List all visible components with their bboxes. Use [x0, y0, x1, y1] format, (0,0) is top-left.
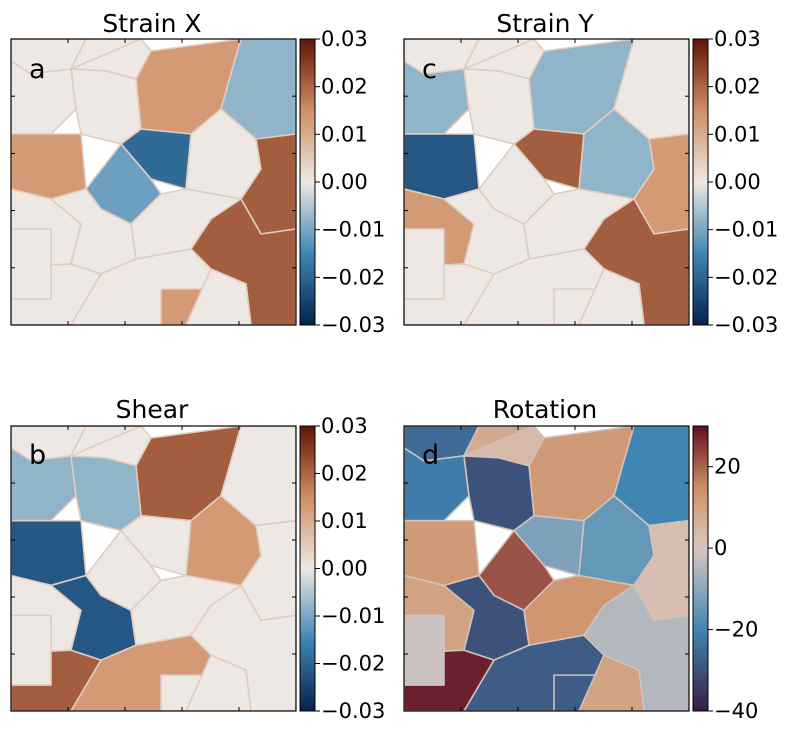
grain: [11, 228, 52, 300]
grain: [185, 268, 252, 325]
grain: [11, 614, 52, 686]
plot-frame: [10, 38, 297, 326]
grain: [11, 519, 87, 587]
panel-title: Rotation: [493, 395, 598, 424]
colorbar-tick-label: −0.01: [714, 218, 778, 242]
grain: [463, 455, 535, 532]
colorbar-tick-label: 0: [714, 536, 727, 560]
panel-strain-y: Strain Y c 0.03 0.02 0.01 0.00 −0.01 −0.02 −0.…: [403, 9, 778, 337]
colorbar-tick-label: 0.03: [714, 27, 761, 51]
grain: [404, 614, 445, 686]
panel-letter: c: [422, 54, 437, 85]
grain: [404, 519, 480, 587]
colorbar-tick-label: −0.03: [714, 313, 778, 337]
panel-title: Shear: [116, 395, 189, 424]
grain: [578, 654, 645, 711]
colorbar-tick-label: 0.02: [321, 462, 368, 486]
grain: [120, 128, 192, 190]
panel-strain-x: Strain X a 0.03 0.02 0.01 0.00 −0.01 −0.02 −0.…: [10, 9, 385, 337]
heatmap-area: [11, 426, 296, 711]
colorbar-tick-label: −0.02: [321, 265, 385, 289]
colorbar-tick-label: 20: [714, 455, 741, 479]
colorbar-tick-label: 0.00: [714, 170, 761, 194]
colorbar-tick-label: −40: [714, 699, 758, 723]
colorbar-tick-label: −0.02: [321, 652, 385, 676]
panel-letter: a: [29, 54, 46, 85]
colorbar-tick-label: −0.01: [321, 604, 385, 628]
grain: [11, 133, 87, 200]
colorbar-tick-label: −0.03: [321, 699, 385, 723]
grain: [578, 268, 645, 325]
heatmap-area: [404, 39, 689, 325]
colorbar-tick-label: −0.02: [714, 265, 778, 289]
colorbar: [692, 425, 709, 712]
plot-frame: [403, 425, 690, 712]
heatmap-area: [11, 39, 296, 325]
colorbar-tick-label: 0.01: [321, 122, 368, 146]
colorbar: [299, 38, 316, 326]
colorbar: [692, 38, 709, 326]
panel-title: Strain Y: [496, 9, 594, 38]
panel-rotation: Rotation d 20 0 −20 −40: [403, 395, 758, 723]
colorbar-tick-label: 0.03: [321, 27, 368, 51]
grain: [185, 654, 252, 711]
heatmap-area: [404, 426, 689, 711]
grain: [513, 128, 585, 190]
colorbar-tick-label: −0.03: [321, 313, 385, 337]
panel-letter: b: [29, 440, 46, 471]
grain: [513, 514, 585, 577]
plot-frame: [403, 38, 690, 326]
colorbar-tick-label: 0.00: [321, 170, 368, 194]
colorbar-tick-label: 0.02: [714, 75, 761, 99]
grain: [120, 514, 192, 577]
grain: [463, 68, 535, 145]
colorbar-tick-label: −20: [714, 618, 758, 642]
colorbar-tick-label: 0.01: [321, 509, 368, 533]
grain: [70, 455, 142, 532]
colorbar-tick-label: 0.00: [321, 557, 368, 581]
colorbar-tick-label: 0.02: [321, 75, 368, 99]
plot-frame: [10, 425, 297, 712]
panel-letter: d: [422, 440, 439, 471]
panel-title: Strain X: [102, 9, 201, 38]
grain: [70, 68, 142, 145]
colorbar-tick-label: 0.03: [321, 414, 368, 438]
colorbar-tick-label: 0.01: [714, 122, 761, 146]
colorbar: [299, 425, 316, 712]
grain: [404, 133, 480, 200]
colorbar-tick-label: −0.01: [321, 218, 385, 242]
grain: [404, 228, 445, 300]
panel-shear: Shear b 0.03 0.02 0.01 0.00 −0.01 −0.02 −0.03: [10, 395, 385, 723]
